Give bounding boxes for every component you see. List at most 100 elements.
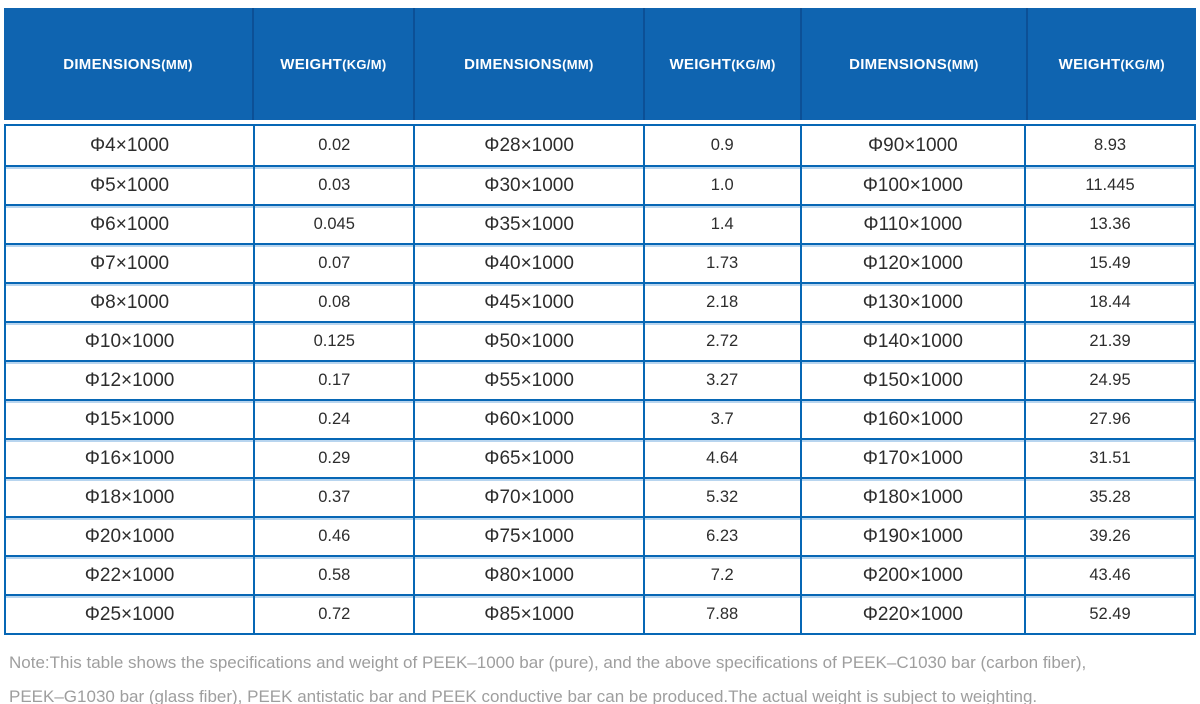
dimensions-cell: Φ50×1000 [413,323,642,360]
dimensions-cell: Φ160×1000 [799,401,1025,438]
weight-cell: 0.03 [253,167,413,204]
dimensions-cell: Φ6×1000 [90,213,170,235]
header-label: WEIGHT [1058,55,1121,73]
dimensions-cell: Φ16×1000 [84,447,175,469]
header-dimensions-2: DIMENSIONS (MM) [412,8,643,120]
weight-cell: 0.37 [253,479,413,516]
weight-cell: 3.7 [642,401,800,438]
weight-cell: 13.36 [1024,206,1194,243]
weight-cell: 0.045 [253,206,413,243]
dimensions-cell: Φ8×1000 [90,291,170,313]
table-row: Φ25×1000 0.72 Φ85×1000 7.88 Φ220×1000 52.49 [6,594,1194,633]
weight-cell: 1.73 [642,245,800,282]
dimensions-cell: Φ22×1000 [84,564,175,586]
table-row: Φ4×1000 0.02 Φ28×1000 0.9 Φ90×1000 8.93 [6,126,1194,165]
header-unit: (MM) [161,56,193,72]
table-header: DIMENSIONS (MM) WEIGHT (KG/M) DIMENSIONS (MM)… [4,8,1196,120]
dimensions-cell: Φ45×1000 [413,284,642,321]
dimensions-cell: Φ90×1000 [799,126,1025,165]
dimensions-cell: Φ70×1000 [413,479,642,516]
dimensions-cell: Φ150×1000 [799,362,1025,399]
weight-cell: 39.26 [1024,518,1194,555]
dimensions-cell: Φ28×1000 [413,126,642,165]
weight-cell: 8.93 [1024,126,1194,165]
dimensions-cell: Φ7×1000 [90,252,170,274]
table-row: Φ16×1000 0.29 Φ65×1000 4.64 Φ170×1000 31.51 [6,438,1194,477]
dimensions-cell: Φ20×1000 [84,525,175,547]
header-label: WEIGHT [669,55,732,73]
weight-cell: 0.24 [253,401,413,438]
note-line-2: PEEK–G1030 bar (glass fiber), PEEK antis… [9,687,1038,704]
dimensions-cell: Φ4×1000 [90,134,170,156]
header-unit: (KG/M) [1120,56,1165,72]
dimensions-cell: Φ190×1000 [799,518,1025,555]
dimensions-cell: Φ180×1000 [799,479,1025,516]
table-row: Φ7×1000 0.07 Φ40×1000 1.73 Φ120×1000 15.49 [6,243,1194,282]
weight-cell: 0.9 [642,126,800,165]
weight-cell: 1.4 [642,206,800,243]
weight-cell: 5.32 [642,479,800,516]
dimensions-cell: Φ80×1000 [413,557,642,594]
dimensions-cell: Φ200×1000 [799,557,1025,594]
dimensions-cell: Φ60×1000 [413,401,642,438]
header-unit: (MM) [562,56,594,72]
table-row: Φ10×1000 0.125 Φ50×1000 2.72 Φ140×1000 21.39 [6,321,1194,360]
weight-cell: 43.46 [1024,557,1194,594]
weight-cell: 1.0 [642,167,800,204]
table-row: Φ22×1000 0.58 Φ80×1000 7.2 Φ200×1000 43.46 [6,555,1194,594]
dimensions-cell: Φ110×1000 [799,206,1025,243]
header-dimensions-1: DIMENSIONS (MM) [4,8,252,120]
dimensions-cell: Φ30×1000 [413,167,642,204]
table-row: Φ5×1000 0.03 Φ30×1000 1.0 Φ100×1000 11.445 [6,165,1194,204]
weight-cell: 0.29 [253,440,413,477]
weight-cell: 2.18 [642,284,800,321]
header-label: DIMENSIONS [63,55,162,73]
dimensions-cell: Φ40×1000 [413,245,642,282]
weight-cell: 52.49 [1024,596,1194,633]
table-body: Φ4×1000 0.02 Φ28×1000 0.9 Φ90×1000 8.93 Φ5×100… [4,124,1196,635]
dimensions-cell: Φ220×1000 [799,596,1025,633]
dimensions-cell: Φ85×1000 [413,596,642,633]
dimensions-cell: Φ120×1000 [799,245,1025,282]
dimensions-cell: Φ12×1000 [84,369,175,391]
header-unit: (KG/M) [342,56,387,72]
dimensions-cell: Φ75×1000 [413,518,642,555]
weight-cell: 4.64 [642,440,800,477]
dimensions-cell: Φ55×1000 [413,362,642,399]
header-dimensions-3: DIMENSIONS (MM) [800,8,1025,120]
dimensions-cell: Φ35×1000 [413,206,642,243]
header-label: DIMENSIONS [464,55,563,73]
dimensions-cell: Φ5×1000 [90,174,170,196]
header-unit: (KG/M) [731,56,776,72]
weight-cell: 0.07 [253,245,413,282]
dimensions-cell: Φ10×1000 [84,330,175,352]
header-weight-3: WEIGHT (KG/M) [1025,8,1196,120]
weight-cell: 35.28 [1024,479,1194,516]
weight-cell: 15.49 [1024,245,1194,282]
table-row: Φ15×1000 0.24 Φ60×1000 3.7 Φ160×1000 27.96 [6,399,1194,438]
header-weight-1: WEIGHT (KG/M) [251,8,413,120]
dimensions-cell: Φ100×1000 [799,167,1025,204]
header-label: WEIGHT [280,55,343,73]
note: Note:This table shows the specifications… [9,646,1194,704]
weight-cell: 27.96 [1024,401,1194,438]
dimensions-cell: Φ18×1000 [84,486,175,508]
table-row: Φ20×1000 0.46 Φ75×1000 6.23 Φ190×1000 39.26 [6,516,1194,555]
weight-cell: 24.95 [1024,362,1194,399]
table-row: Φ6×1000 0.045 Φ35×1000 1.4 Φ110×1000 13.36 [6,204,1194,243]
weight-cell: 0.08 [253,284,413,321]
table-row: Φ12×1000 0.17 Φ55×1000 3.27 Φ150×1000 24.95 [6,360,1194,399]
weight-cell: 6.23 [642,518,800,555]
dimensions-cell: Φ25×1000 [84,603,175,625]
header-unit: (MM) [947,56,979,72]
table-row: Φ8×1000 0.08 Φ45×1000 2.18 Φ130×1000 18.44 [6,282,1194,321]
table-row: Φ18×1000 0.37 Φ70×1000 5.32 Φ180×1000 35.28 [6,477,1194,516]
weight-cell: 0.58 [253,557,413,594]
weight-cell: 18.44 [1024,284,1194,321]
weight-cell: 2.72 [642,323,800,360]
dimensions-cell: Φ140×1000 [799,323,1025,360]
weight-cell: 0.17 [253,362,413,399]
dimensions-cell: Φ170×1000 [799,440,1025,477]
dimensions-cell: Φ65×1000 [413,440,642,477]
